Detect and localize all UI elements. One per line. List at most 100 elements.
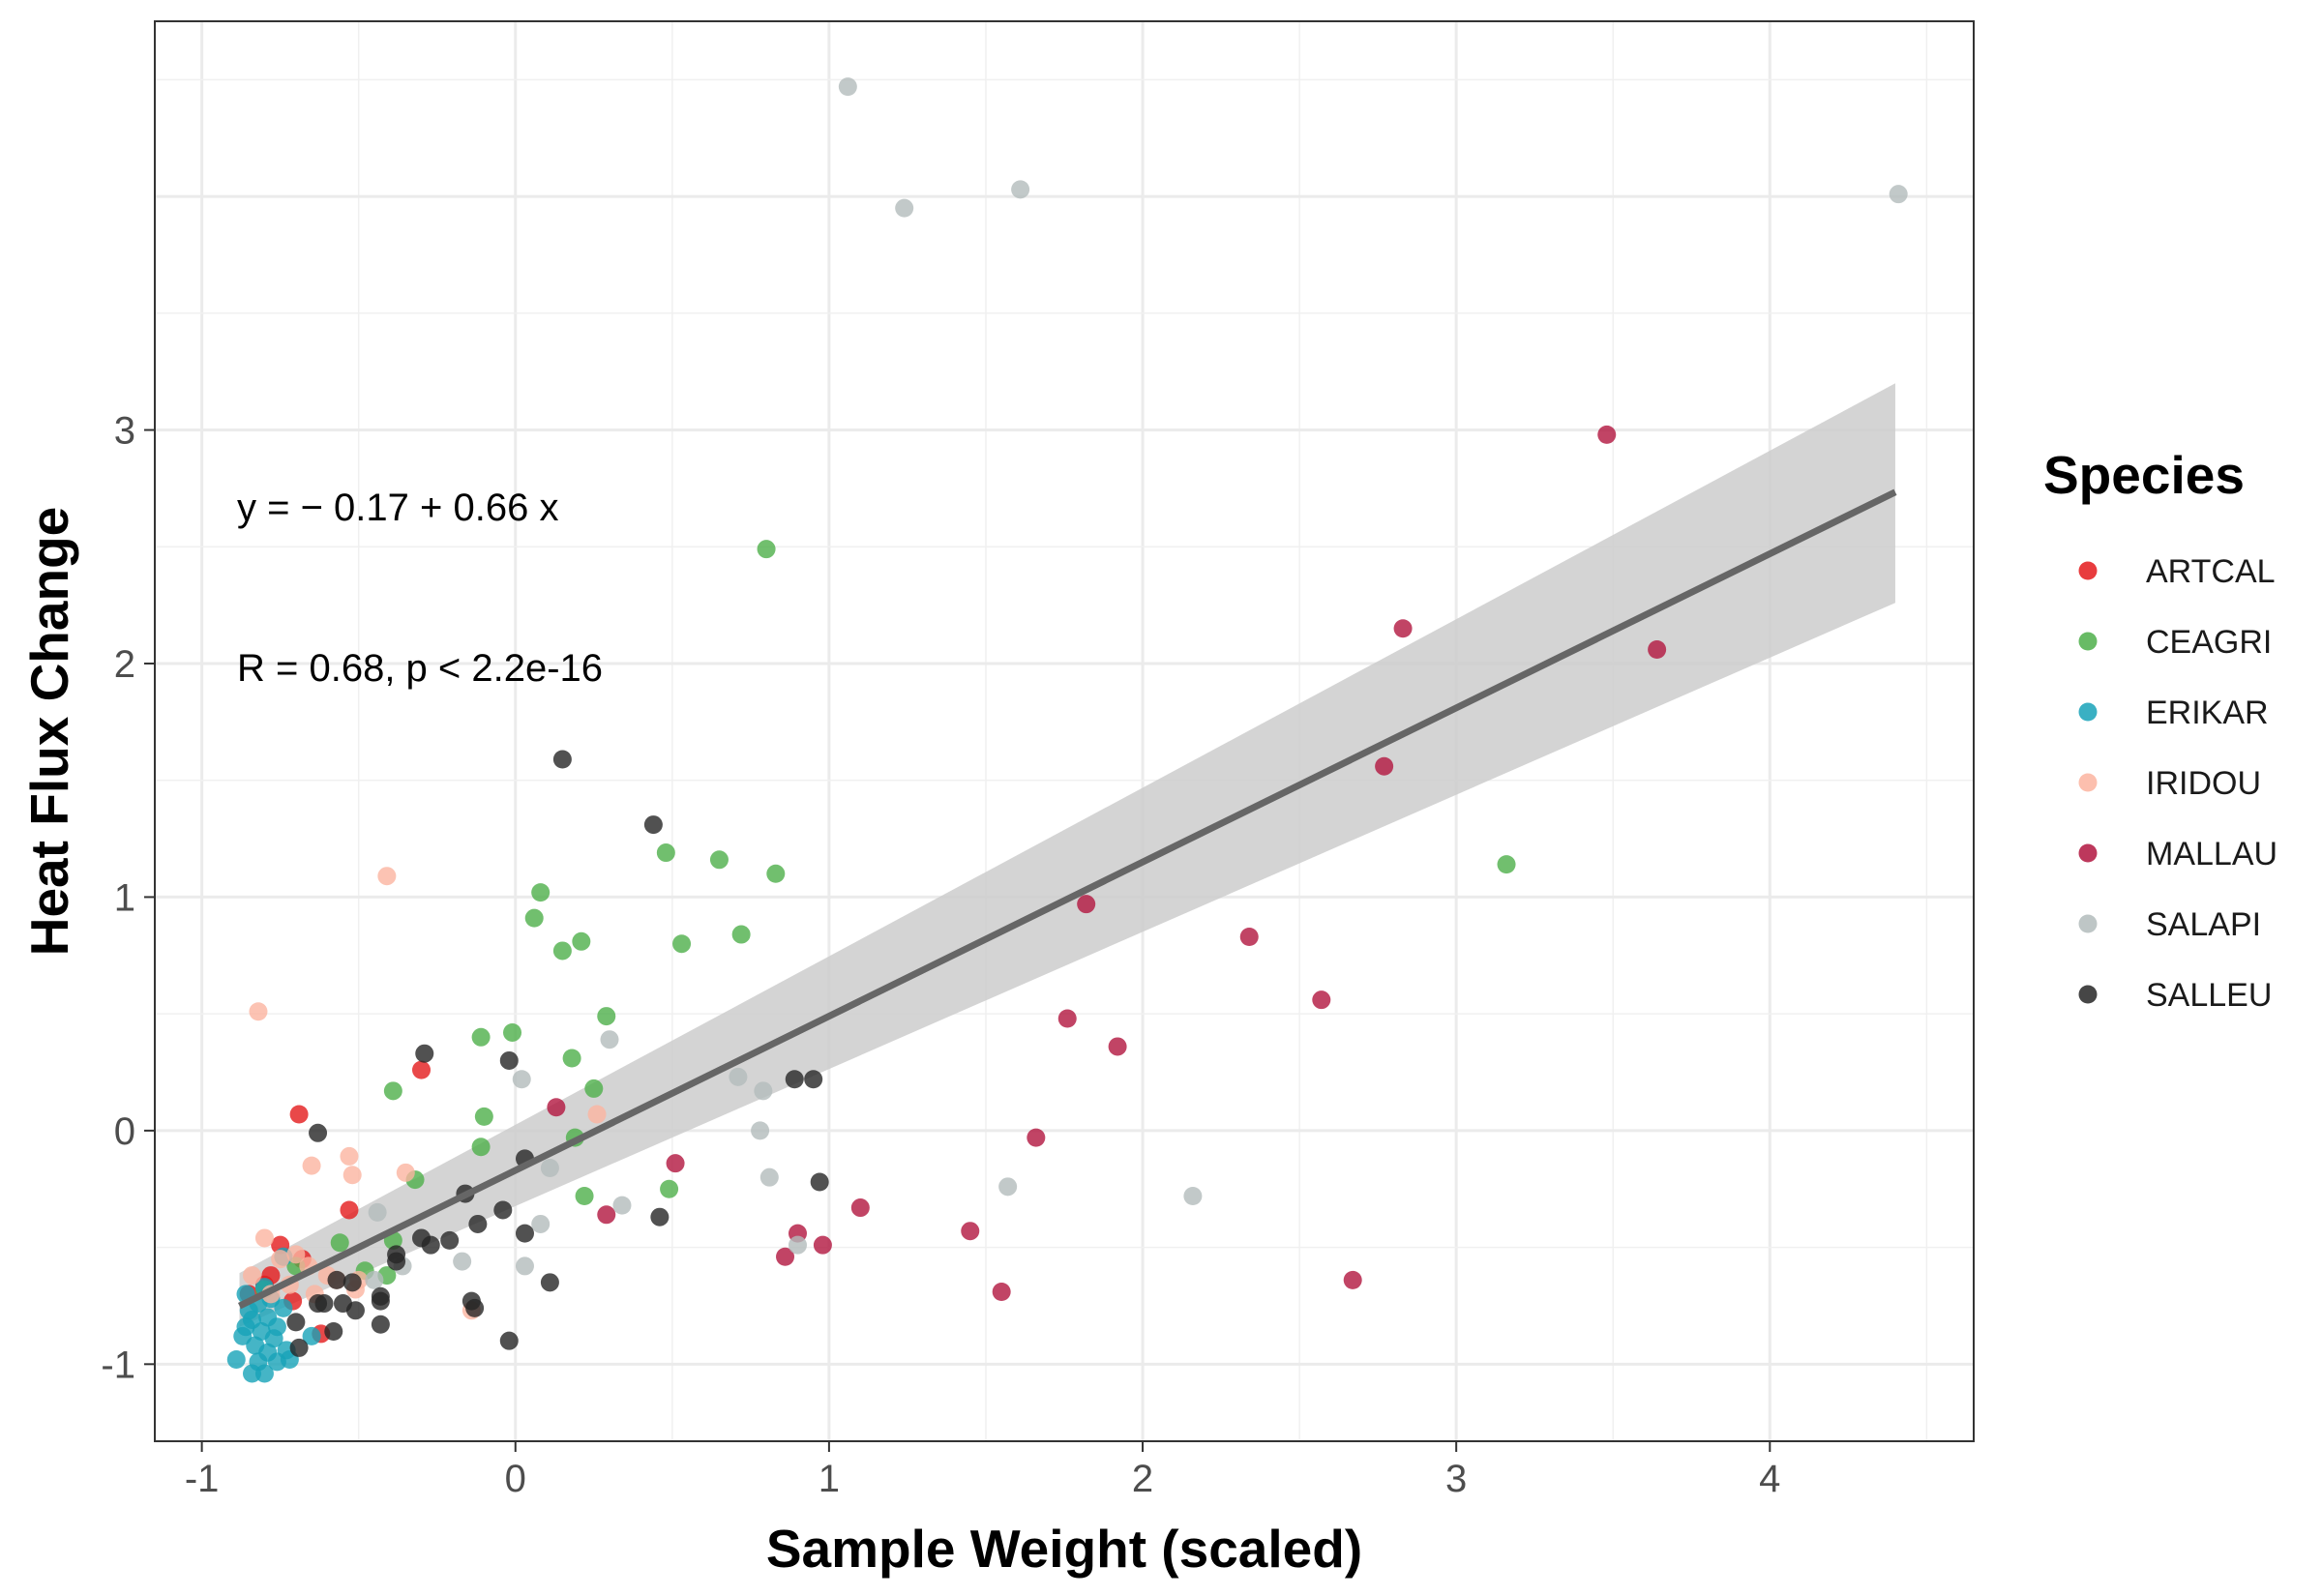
legend-key-salapi — [2078, 914, 2098, 933]
data-point-iridou — [377, 867, 397, 886]
data-point-salleu — [345, 1301, 365, 1320]
data-point-erikar — [236, 1317, 255, 1337]
data-point-salleu — [650, 1207, 670, 1227]
data-point-ceagri — [1497, 855, 1516, 874]
data-point-salleu — [324, 1322, 343, 1342]
data-point-salapi — [788, 1235, 807, 1255]
x-tick-label: 3 — [1445, 1458, 1467, 1500]
data-point-salleu — [289, 1338, 309, 1357]
data-point-mallau — [992, 1282, 1011, 1301]
data-point-mallau — [1648, 639, 1667, 659]
data-point-salleu — [371, 1315, 390, 1334]
data-point-salleu — [810, 1172, 829, 1192]
data-point-iridou — [254, 1228, 274, 1248]
data-point-erikar — [249, 1352, 268, 1372]
data-point-mallau — [850, 1198, 870, 1218]
data-point-salleu — [309, 1123, 328, 1142]
data-point-iridou — [396, 1163, 415, 1182]
legend-label-mallau: MALLAU — [2146, 836, 2277, 872]
legend-key-ceagri — [2078, 632, 2098, 651]
data-point-artcal — [289, 1105, 309, 1124]
data-point-salapi — [998, 1177, 1018, 1197]
data-point-iridou — [302, 1156, 321, 1175]
data-point-salleu — [785, 1070, 804, 1089]
data-point-salleu — [387, 1252, 406, 1271]
data-point-salleu — [286, 1313, 306, 1332]
data-point-salleu — [421, 1235, 440, 1255]
legend-label-erikar: ERIKAR — [2146, 695, 2269, 731]
data-point-salleu — [540, 1273, 559, 1292]
x-tick-label: 4 — [1759, 1458, 1780, 1500]
data-point-ceagri — [330, 1233, 349, 1253]
data-point-ceagri — [474, 1107, 493, 1126]
data-point-ceagri — [471, 1138, 491, 1157]
data-point-salapi — [540, 1159, 559, 1178]
data-point-salleu — [465, 1298, 485, 1317]
regression-line — [237, 488, 1897, 1310]
data-point-iridou — [271, 1250, 290, 1269]
y-tick-label: 2 — [114, 643, 135, 686]
data-point-ceagri — [731, 925, 751, 944]
data-point-mallau — [813, 1235, 832, 1255]
data-point-salleu — [342, 1273, 362, 1292]
data-point-erikar — [274, 1298, 293, 1317]
data-point-salleu — [415, 1044, 434, 1063]
legend-key-erikar — [2078, 702, 2098, 722]
data-point-mallau — [597, 1205, 616, 1225]
grid-lines — [155, 21, 1974, 1441]
data-point-ceagri — [656, 843, 675, 863]
data-point-mallau — [1239, 927, 1259, 946]
data-point-iridou — [340, 1146, 359, 1166]
data-point-salapi — [754, 1081, 773, 1101]
data-point-salapi — [895, 198, 914, 218]
data-point-salleu — [499, 1050, 519, 1070]
legend-title: Species — [2043, 445, 2245, 505]
data-point-salleu — [468, 1214, 488, 1233]
data-point-ceagri — [572, 931, 591, 951]
data-point-salapi — [759, 1167, 779, 1187]
data-point-salapi — [612, 1196, 632, 1215]
data-point-ceagri — [672, 934, 692, 954]
x-axis-title: Sample Weight (scaled) — [766, 1519, 1362, 1579]
data-point-salapi — [365, 1270, 384, 1289]
data-point-salapi — [531, 1214, 551, 1233]
data-point-mallau — [1393, 619, 1413, 638]
data-point-salapi — [453, 1252, 472, 1271]
data-point-salapi — [368, 1202, 387, 1222]
data-point-ceagri — [503, 1022, 522, 1042]
data-point-salleu — [499, 1331, 519, 1350]
data-point-mallau — [1375, 756, 1394, 776]
data-point-ceagri — [575, 1186, 594, 1205]
legend-key-artcal — [2078, 561, 2098, 580]
data-point-ceagri — [383, 1081, 402, 1101]
data-point-mallau — [1057, 1009, 1077, 1028]
data-point-mallau — [776, 1247, 795, 1266]
data-point-salleu — [371, 1291, 390, 1311]
data-point-erikar — [267, 1317, 286, 1337]
data-point-ceagri — [562, 1049, 581, 1068]
data-point-mallau — [961, 1222, 980, 1241]
data-point-salapi — [600, 1030, 619, 1049]
x-tick-label: 0 — [505, 1458, 526, 1500]
equation-annotation: y = − 0.17 + 0.66 x — [237, 487, 558, 529]
confidence-band-area — [239, 383, 1895, 1327]
data-point-mallau — [666, 1154, 685, 1173]
data-point-ceagri — [471, 1027, 491, 1047]
data-point-erikar — [302, 1326, 321, 1345]
data-point-ceagri — [552, 941, 572, 961]
y-tick-label: 0 — [114, 1110, 135, 1153]
data-point-salleu — [804, 1070, 823, 1089]
data-point-ceagri — [709, 850, 729, 870]
data-point-salleu — [515, 1224, 534, 1243]
legend-label-iridou: IRIDOU — [2146, 765, 2261, 802]
data-point-ceagri — [766, 864, 786, 883]
data-point-salapi — [1889, 185, 1908, 204]
legend: Species ARTCAL CEAGRI ERIKAR IRIDOU MALLAU SA… — [2043, 445, 2277, 1014]
y-tick-label: 1 — [114, 876, 135, 919]
data-point-salapi — [729, 1067, 748, 1086]
stats-annotation: R = 0.68, p < 2.2e-16 — [237, 647, 603, 690]
data-point-iridou — [249, 1002, 268, 1021]
data-point-mallau — [1597, 425, 1617, 444]
legend-label-salapi: SALAPI — [2146, 906, 2261, 943]
